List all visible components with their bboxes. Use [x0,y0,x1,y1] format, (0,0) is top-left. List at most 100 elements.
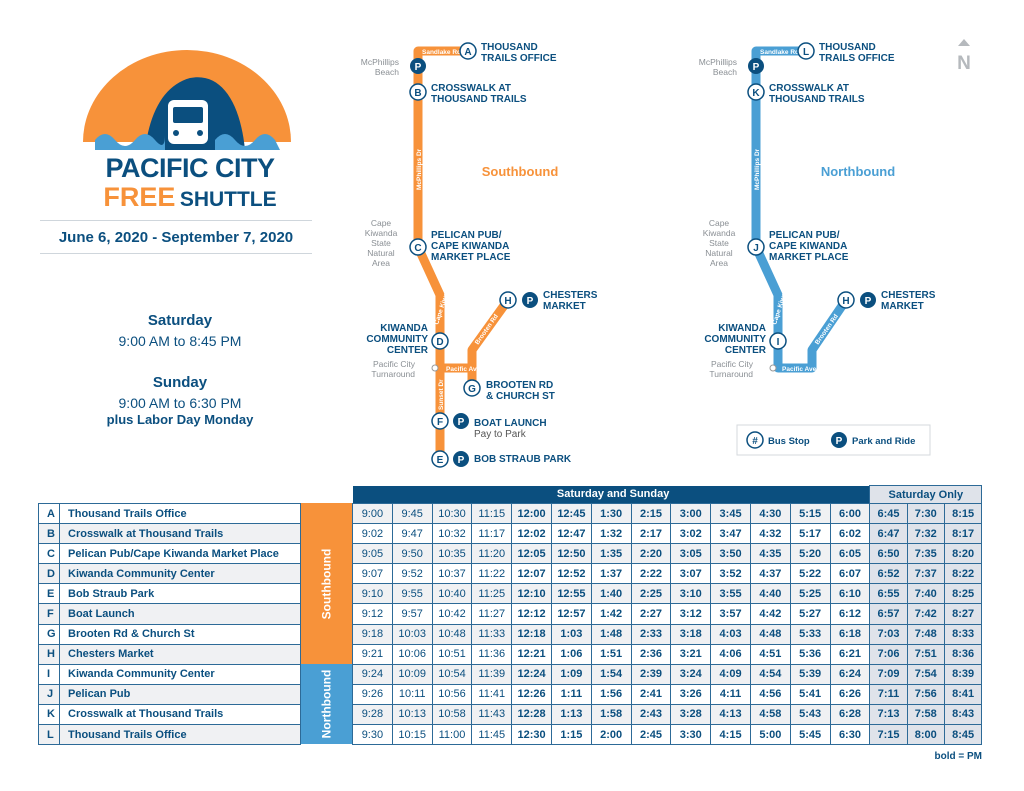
saturday-time-cell: 7:56 [906,683,945,705]
stop-d: D [431,332,449,350]
svg-text:J: J [753,243,759,254]
time-cell: 11:36 [471,643,513,665]
saturday-time-cell: 6:57 [869,603,908,625]
stop-e: E [431,450,449,468]
time-cell: 3:52 [710,563,751,585]
time-cell: 12:24 [511,663,552,685]
logo-subtitle: FREE SHUTTLE [40,182,340,213]
time-cell: 4:51 [749,643,791,665]
saturday-time-cell: 6:55 [869,583,908,605]
legend-stop-label: Bus Stop [768,436,810,447]
time-cell: 1:11 [550,683,592,705]
time-cell: 12:30 [511,724,552,746]
svg-text:P: P [415,62,422,73]
time-cell: 4:56 [749,683,791,705]
time-cell: 1:51 [590,643,632,665]
saturday-time-cell: 7:58 [906,703,945,726]
time-cell: 3:24 [670,663,712,685]
time-cell: 1:56 [590,683,632,705]
stop-i: I [769,332,787,350]
time-cell: 3:02 [670,523,712,545]
svg-text:E: E [437,455,444,466]
stop-name: Crosswalk at Thousand Trails [59,703,301,726]
time-cell: 1:13 [550,703,592,726]
svg-text:A: A [464,47,471,58]
time-cell: 12:18 [511,623,552,645]
time-cell: 6:10 [829,583,871,605]
stop-d-label: KIWANDA COMMUNITY CENTER [366,323,428,356]
svg-text:P: P [458,455,465,466]
time-cell: 10:15 [391,724,433,746]
time-cell: 11:22 [471,563,513,585]
stop-letter: E [38,583,60,605]
time-cell: 9:12 [352,603,393,625]
time-cell: 6:12 [829,603,871,625]
time-cell: 6:30 [829,724,871,746]
stop-row: D Kiwanda Community Center [38,563,301,585]
park-icon: P [522,292,538,308]
stop-b-label: CROSSWALK AT THOUSAND TRAILS [431,83,527,105]
times-row: 9:21 10:06 10:51 11:36 12:21 1:06 1:51 2:36 3:21… [352,643,983,665]
saturday-time-cell: 6:45 [869,502,908,525]
road-label: McPhillips Dr [416,148,423,190]
saturday-time-cell: 7:54 [906,663,945,685]
divider [40,220,312,221]
time-cell: 11:45 [471,724,513,746]
time-cell: 9:57 [391,603,433,625]
stop-name: Kiwanda Community Center [59,563,301,585]
logo-free: FREE [103,182,176,212]
time-cell: 2:15 [630,502,672,525]
time-cell: 3:26 [670,683,712,705]
road-label: Sandlake Rd [760,49,799,56]
times-row: 9:12 9:57 10:42 11:27 12:12 12:57 1:42 2:27 3:12… [352,603,983,625]
time-cell: 10:11 [391,683,433,705]
time-cell: 1:35 [590,543,632,565]
saturday-time-cell: 8:39 [943,663,983,685]
time-cell: 6:21 [829,643,871,665]
stop-row: H Chesters Market [38,643,301,665]
north-arrow-icon: N [957,39,971,74]
time-cell: 10:54 [431,663,473,685]
time-cell: 12:47 [550,523,592,545]
time-cell: 5:43 [789,703,831,726]
cape-label: Cape Kiwanda State Natural Area [365,218,398,268]
legend-stop-icon: # [752,436,758,447]
svg-text:N: N [957,53,971,74]
time-cell: 5:45 [789,724,831,746]
saturday-time-cell: 8:00 [906,724,945,746]
stop-letter: K [38,703,60,726]
stop-row: F Boat Launch [38,603,301,625]
stop-row: B Crosswalk at Thousand Trails [38,523,301,545]
time-cell: 4:30 [749,502,791,525]
time-cell: 2:00 [590,724,632,746]
time-cell: 6:00 [829,502,871,525]
time-cell: 9:55 [391,583,433,605]
stop-row: C Pelican Pub/Cape Kiwanda Market Place [38,543,301,565]
time-cell: 6:05 [829,543,871,565]
stop-letter: G [38,623,60,645]
times-row: 9:10 9:55 10:40 11:25 12:10 12:55 1:40 2:25 3:10… [352,583,983,605]
time-cell: 1:06 [550,643,592,665]
time-cell: 3:47 [710,523,751,545]
saturday-time-cell: 7:42 [906,603,945,625]
legend-park-label: Park and Ride [852,436,915,447]
stop-g-label: BROOTEN RD & CHURCH ST [486,380,555,402]
time-cell: 11:27 [471,603,513,625]
time-cell: 11:00 [431,724,473,746]
times-row: 9:07 9:52 10:37 11:22 12:07 12:52 1:37 2:22 3:07… [352,563,983,585]
time-cell: 10:56 [431,683,473,705]
wave-left [95,134,165,150]
time-cell: 5:25 [789,583,831,605]
road-label: Pacific Ave [782,366,817,373]
sunday-label: Sunday [152,374,208,391]
southbound-direction-label: Southbound [319,548,334,619]
time-cell: 9:28 [352,703,393,726]
northbound-direction-label: Northbound [319,669,334,739]
svg-text:D: D [436,337,443,348]
svg-text:K: K [752,88,760,99]
saturday-time-cell: 8:17 [943,523,983,545]
time-cell: 3:57 [710,603,751,625]
time-cell: 2:27 [630,603,672,625]
time-cell: 4:35 [749,543,791,565]
stop-letter: H [38,643,60,665]
